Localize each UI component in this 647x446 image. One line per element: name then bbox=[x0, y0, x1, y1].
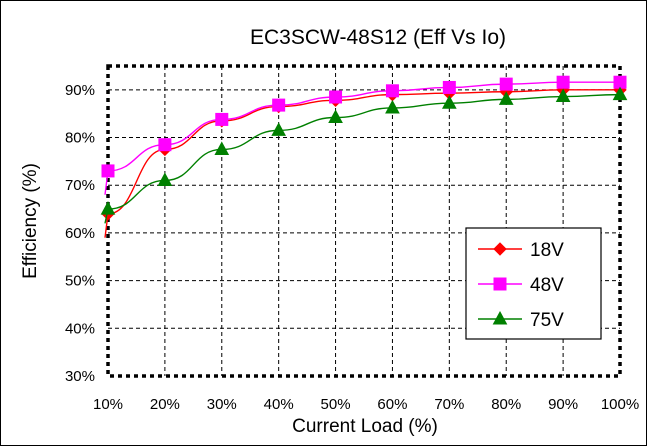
legend-items: 18V 48V 75V bbox=[478, 240, 564, 331]
chart-title: EC3SCW-48S12 (Eff Vs Io) bbox=[250, 26, 506, 49]
data-point-48V bbox=[158, 138, 172, 152]
y-tick-label: 50% bbox=[65, 273, 95, 290]
data-point-48V bbox=[442, 80, 456, 94]
x-tick-label: 80% bbox=[491, 396, 521, 413]
legend-label: 18V bbox=[530, 240, 564, 261]
y-axis-label: Efficiency (%) bbox=[20, 163, 41, 279]
data-point-48V bbox=[215, 112, 229, 126]
plot-border bbox=[106, 64, 622, 378]
series-48V bbox=[101, 75, 627, 195]
x-tick-label: 10% bbox=[93, 396, 123, 413]
data-point-48V bbox=[499, 77, 513, 91]
data-point-75V bbox=[612, 86, 628, 101]
data-point-48V bbox=[613, 75, 627, 89]
legend-marker bbox=[493, 277, 507, 291]
data-point-75V bbox=[157, 172, 173, 186]
x-tick-label: 90% bbox=[548, 396, 578, 413]
x-tick-labels: 10% 20% 30% 40% 50% 60% 70% 80% 90% 100% bbox=[93, 396, 639, 413]
x-tick-label: 60% bbox=[377, 396, 407, 413]
x-tick-label: 30% bbox=[207, 396, 237, 413]
legend-marker bbox=[493, 242, 507, 256]
series-line-75V bbox=[104, 93, 621, 224]
legend-label: 75V bbox=[530, 310, 564, 331]
y-tick-label: 60% bbox=[65, 225, 95, 242]
x-tick-label: 70% bbox=[434, 396, 464, 413]
legend-label: 48V bbox=[530, 275, 564, 296]
data-point-48V bbox=[101, 164, 115, 178]
x-axis-label: Current Load (%) bbox=[292, 416, 438, 437]
data-point-75V bbox=[214, 141, 230, 155]
legend: 18V 48V 75V bbox=[465, 227, 602, 340]
data-point-75V bbox=[271, 122, 287, 136]
series-75V bbox=[100, 86, 628, 224]
x-tick-label: 40% bbox=[264, 396, 294, 413]
series-group bbox=[100, 75, 628, 238]
y-tick-labels: 30% 40% 50% 60% 70% 80% 90% bbox=[65, 82, 95, 385]
y-tick-label: 30% bbox=[65, 368, 95, 385]
data-point-75V bbox=[498, 91, 514, 105]
data-point-75V bbox=[328, 109, 343, 124]
data-point-75V bbox=[555, 88, 571, 103]
legend-marker bbox=[492, 310, 508, 325]
legend-box bbox=[465, 227, 602, 340]
data-point-75V bbox=[441, 95, 457, 109]
data-point-75V bbox=[385, 99, 400, 114]
data-point-48V bbox=[385, 84, 399, 98]
y-tick-label: 90% bbox=[65, 82, 95, 99]
y-tick-label: 40% bbox=[65, 320, 95, 337]
y-tick-label: 70% bbox=[65, 177, 95, 194]
data-point-48V bbox=[329, 90, 343, 104]
x-tick-label: 50% bbox=[321, 396, 351, 413]
data-point-75V bbox=[100, 201, 116, 215]
x-tick-label: 100% bbox=[601, 396, 639, 413]
y-tick-label: 80% bbox=[65, 130, 95, 147]
data-point-48V bbox=[272, 98, 286, 112]
x-tick-label: 20% bbox=[150, 396, 180, 413]
data-point-48V bbox=[556, 75, 570, 89]
